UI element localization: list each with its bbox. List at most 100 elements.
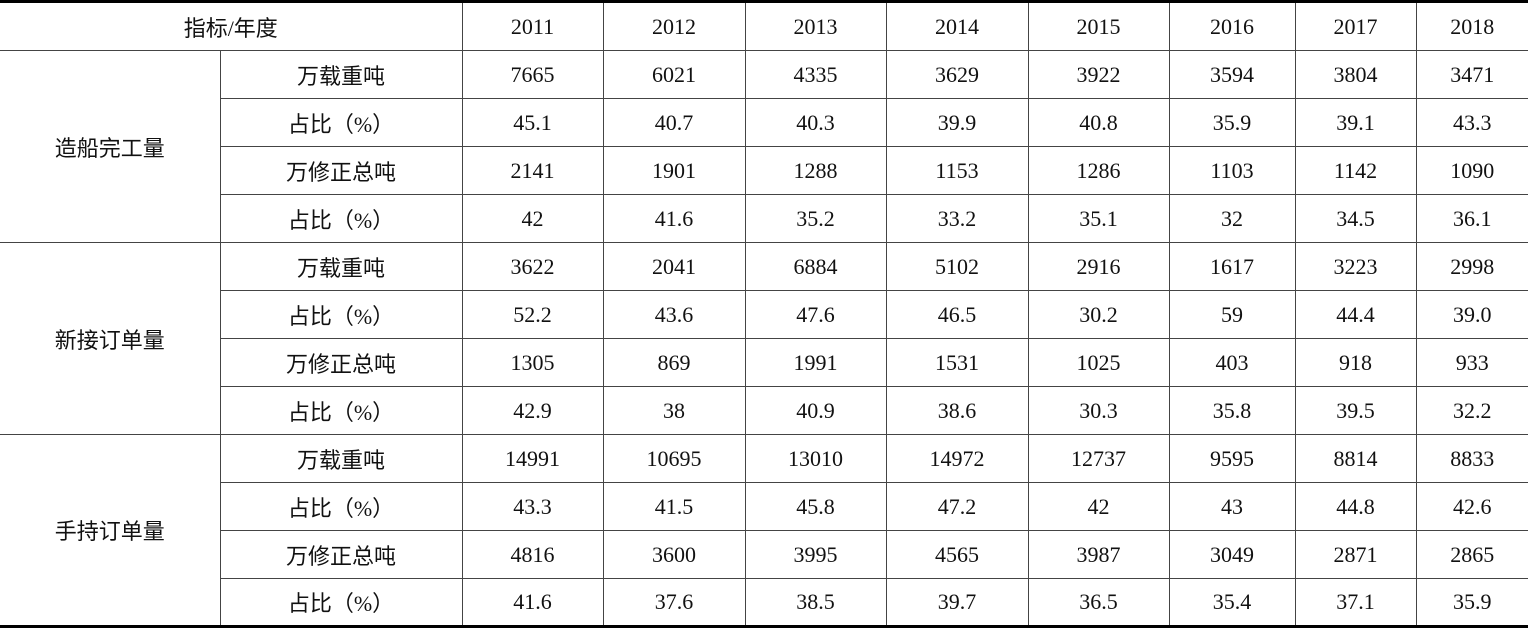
value-cell: 41.6 [602,194,746,243]
group-label: 造船完工量 [0,50,221,243]
value-cell: 32.2 [1415,386,1528,435]
value-cell: 12737 [1027,434,1170,483]
value-cell: 37.1 [1294,578,1417,628]
metric-label: 占比（%） [220,482,463,531]
value-cell: 52.2 [461,290,604,339]
value-cell: 40.3 [744,98,887,147]
value-cell: 30.3 [1027,386,1170,435]
group-label: 新接订单量 [0,242,221,435]
value-cell: 38 [602,386,746,435]
value-cell: 1991 [744,338,887,387]
metric-label: 万修正总吨 [220,338,463,387]
value-cell: 6021 [602,50,746,99]
value-cell: 47.6 [744,290,887,339]
value-cell: 2998 [1415,242,1528,291]
value-cell: 41.6 [461,578,604,628]
value-cell: 33.2 [885,194,1029,243]
value-cell: 47.2 [885,482,1029,531]
value-cell: 1153 [885,146,1029,195]
group-label: 手持订单量 [0,434,221,628]
year-header: 2012 [602,0,746,51]
value-cell: 1142 [1294,146,1417,195]
value-cell: 40.8 [1027,98,1170,147]
table-row: 新接订单量 万载重吨 3622 2041 6884 5102 2916 1617 3223 299… [0,242,1528,435]
value-cell: 1103 [1168,146,1296,195]
table-row: 占比（%） 43.3 41.5 45.8 47.2 42 43 44.8 42.6 [0,482,1528,531]
value-cell: 40.9 [744,386,887,435]
table-row: 手持订单量 万载重吨 14991 10695 13010 14972 12737 9595 88… [0,434,1528,628]
value-cell: 13010 [744,434,887,483]
value-cell: 45.8 [744,482,887,531]
value-cell: 9595 [1168,434,1296,483]
metric-label: 万修正总吨 [220,530,463,579]
value-cell: 1090 [1415,146,1528,195]
year-header: 2011 [461,0,604,51]
value-cell: 1286 [1027,146,1170,195]
metric-label: 占比（%） [220,386,463,435]
value-cell: 14972 [885,434,1029,483]
value-cell: 42 [461,194,604,243]
table-row: 占比（%） 45.1 40.7 40.3 39.9 40.8 35.9 39.1 43.3 [0,98,1528,147]
value-cell: 45.1 [461,98,604,147]
value-cell: 3629 [885,50,1029,99]
value-cell: 2141 [461,146,604,195]
year-header: 2018 [1415,0,1528,51]
value-cell: 4565 [885,530,1029,579]
value-cell: 2916 [1027,242,1170,291]
year-header: 2015 [1027,0,1170,51]
value-cell: 4335 [744,50,887,99]
value-cell: 38.5 [744,578,887,628]
value-cell: 1617 [1168,242,1296,291]
value-cell: 39.7 [885,578,1029,628]
value-cell: 35.2 [744,194,887,243]
value-cell: 3471 [1415,50,1528,99]
year-header: 2017 [1294,0,1417,51]
value-cell: 35.8 [1168,386,1296,435]
value-cell: 36.5 [1027,578,1170,628]
value-cell: 933 [1415,338,1528,387]
metric-label: 占比（%） [220,194,463,243]
metric-label: 万载重吨 [219,50,463,99]
value-cell: 42 [1027,482,1170,531]
value-cell: 34.5 [1294,194,1417,243]
table-row: 占比（%） 41.6 37.6 38.5 39.7 36.5 35.4 37.1 35.9 [0,578,1528,628]
year-header: 2013 [744,0,887,51]
value-cell: 37.6 [602,578,746,628]
value-cell: 3049 [1168,530,1296,579]
value-cell: 1305 [461,338,604,387]
value-cell: 42.6 [1415,482,1528,531]
value-cell: 36.1 [1415,194,1528,243]
value-cell: 3804 [1294,50,1417,99]
value-cell: 32 [1168,194,1296,243]
value-cell: 46.5 [885,290,1029,339]
metric-label: 占比（%） [220,290,463,339]
value-cell: 3622 [461,242,604,291]
metric-label: 占比（%） [220,578,463,628]
table-row: 万修正总吨 1305 869 1991 1531 1025 403 918 933 [0,338,1528,387]
value-cell: 1025 [1027,338,1170,387]
value-cell: 1901 [602,146,746,195]
year-header: 2014 [885,0,1029,51]
table-row: 造船完工量 万载重吨 7665 6021 4335 3629 3922 3594 3804 347… [0,50,1528,243]
value-cell: 39.0 [1415,290,1528,339]
value-cell: 35.9 [1168,98,1296,147]
value-cell: 43.6 [602,290,746,339]
value-cell: 2041 [602,242,746,291]
value-cell: 43 [1168,482,1296,531]
value-cell: 10695 [602,434,746,483]
value-cell: 8833 [1415,434,1528,483]
value-cell: 39.1 [1294,98,1417,147]
value-cell: 3987 [1027,530,1170,579]
header-label: 指标/年度 [0,0,463,51]
table-row: 万修正总吨 2141 1901 1288 1153 1286 1103 1142 1090 [0,146,1528,195]
value-cell: 44.4 [1294,290,1417,339]
value-cell: 43.3 [1415,98,1528,147]
value-cell: 40.7 [602,98,746,147]
value-cell: 3594 [1168,50,1296,99]
value-cell: 35.1 [1027,194,1170,243]
value-cell: 6884 [744,242,887,291]
metric-label: 万载重吨 [219,242,463,291]
table-row: 万修正总吨 4816 3600 3995 4565 3987 3049 2871 2865 [0,530,1528,579]
